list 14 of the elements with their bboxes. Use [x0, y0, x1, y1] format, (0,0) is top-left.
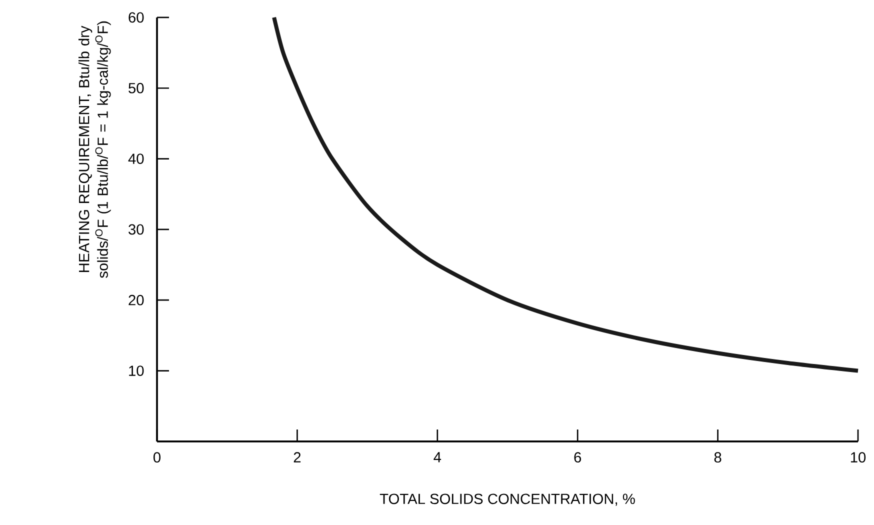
x-tick-label: 8 [714, 452, 722, 462]
y-tick-label: 30 [128, 224, 144, 234]
y-tick-label: 20 [128, 294, 144, 306]
y-tick-label: 60 [128, 12, 144, 22]
x-tick-label: 0 [153, 452, 160, 462]
x-tick-label: 2 [294, 452, 301, 462]
y-tick-label: 10 [129, 365, 144, 376]
x-tick-label: 4 [434, 452, 442, 462]
x-tick-label: 10 [850, 452, 866, 462]
line-series [272, 15, 860, 373]
x-axis-title: TOTAL SOLIDS CONCENTRATION, % [380, 493, 635, 506]
y-tick-label: 50 [128, 82, 144, 94]
y-tick-label: 40 [128, 153, 144, 164]
x-tick-label: 6 [574, 452, 582, 462]
